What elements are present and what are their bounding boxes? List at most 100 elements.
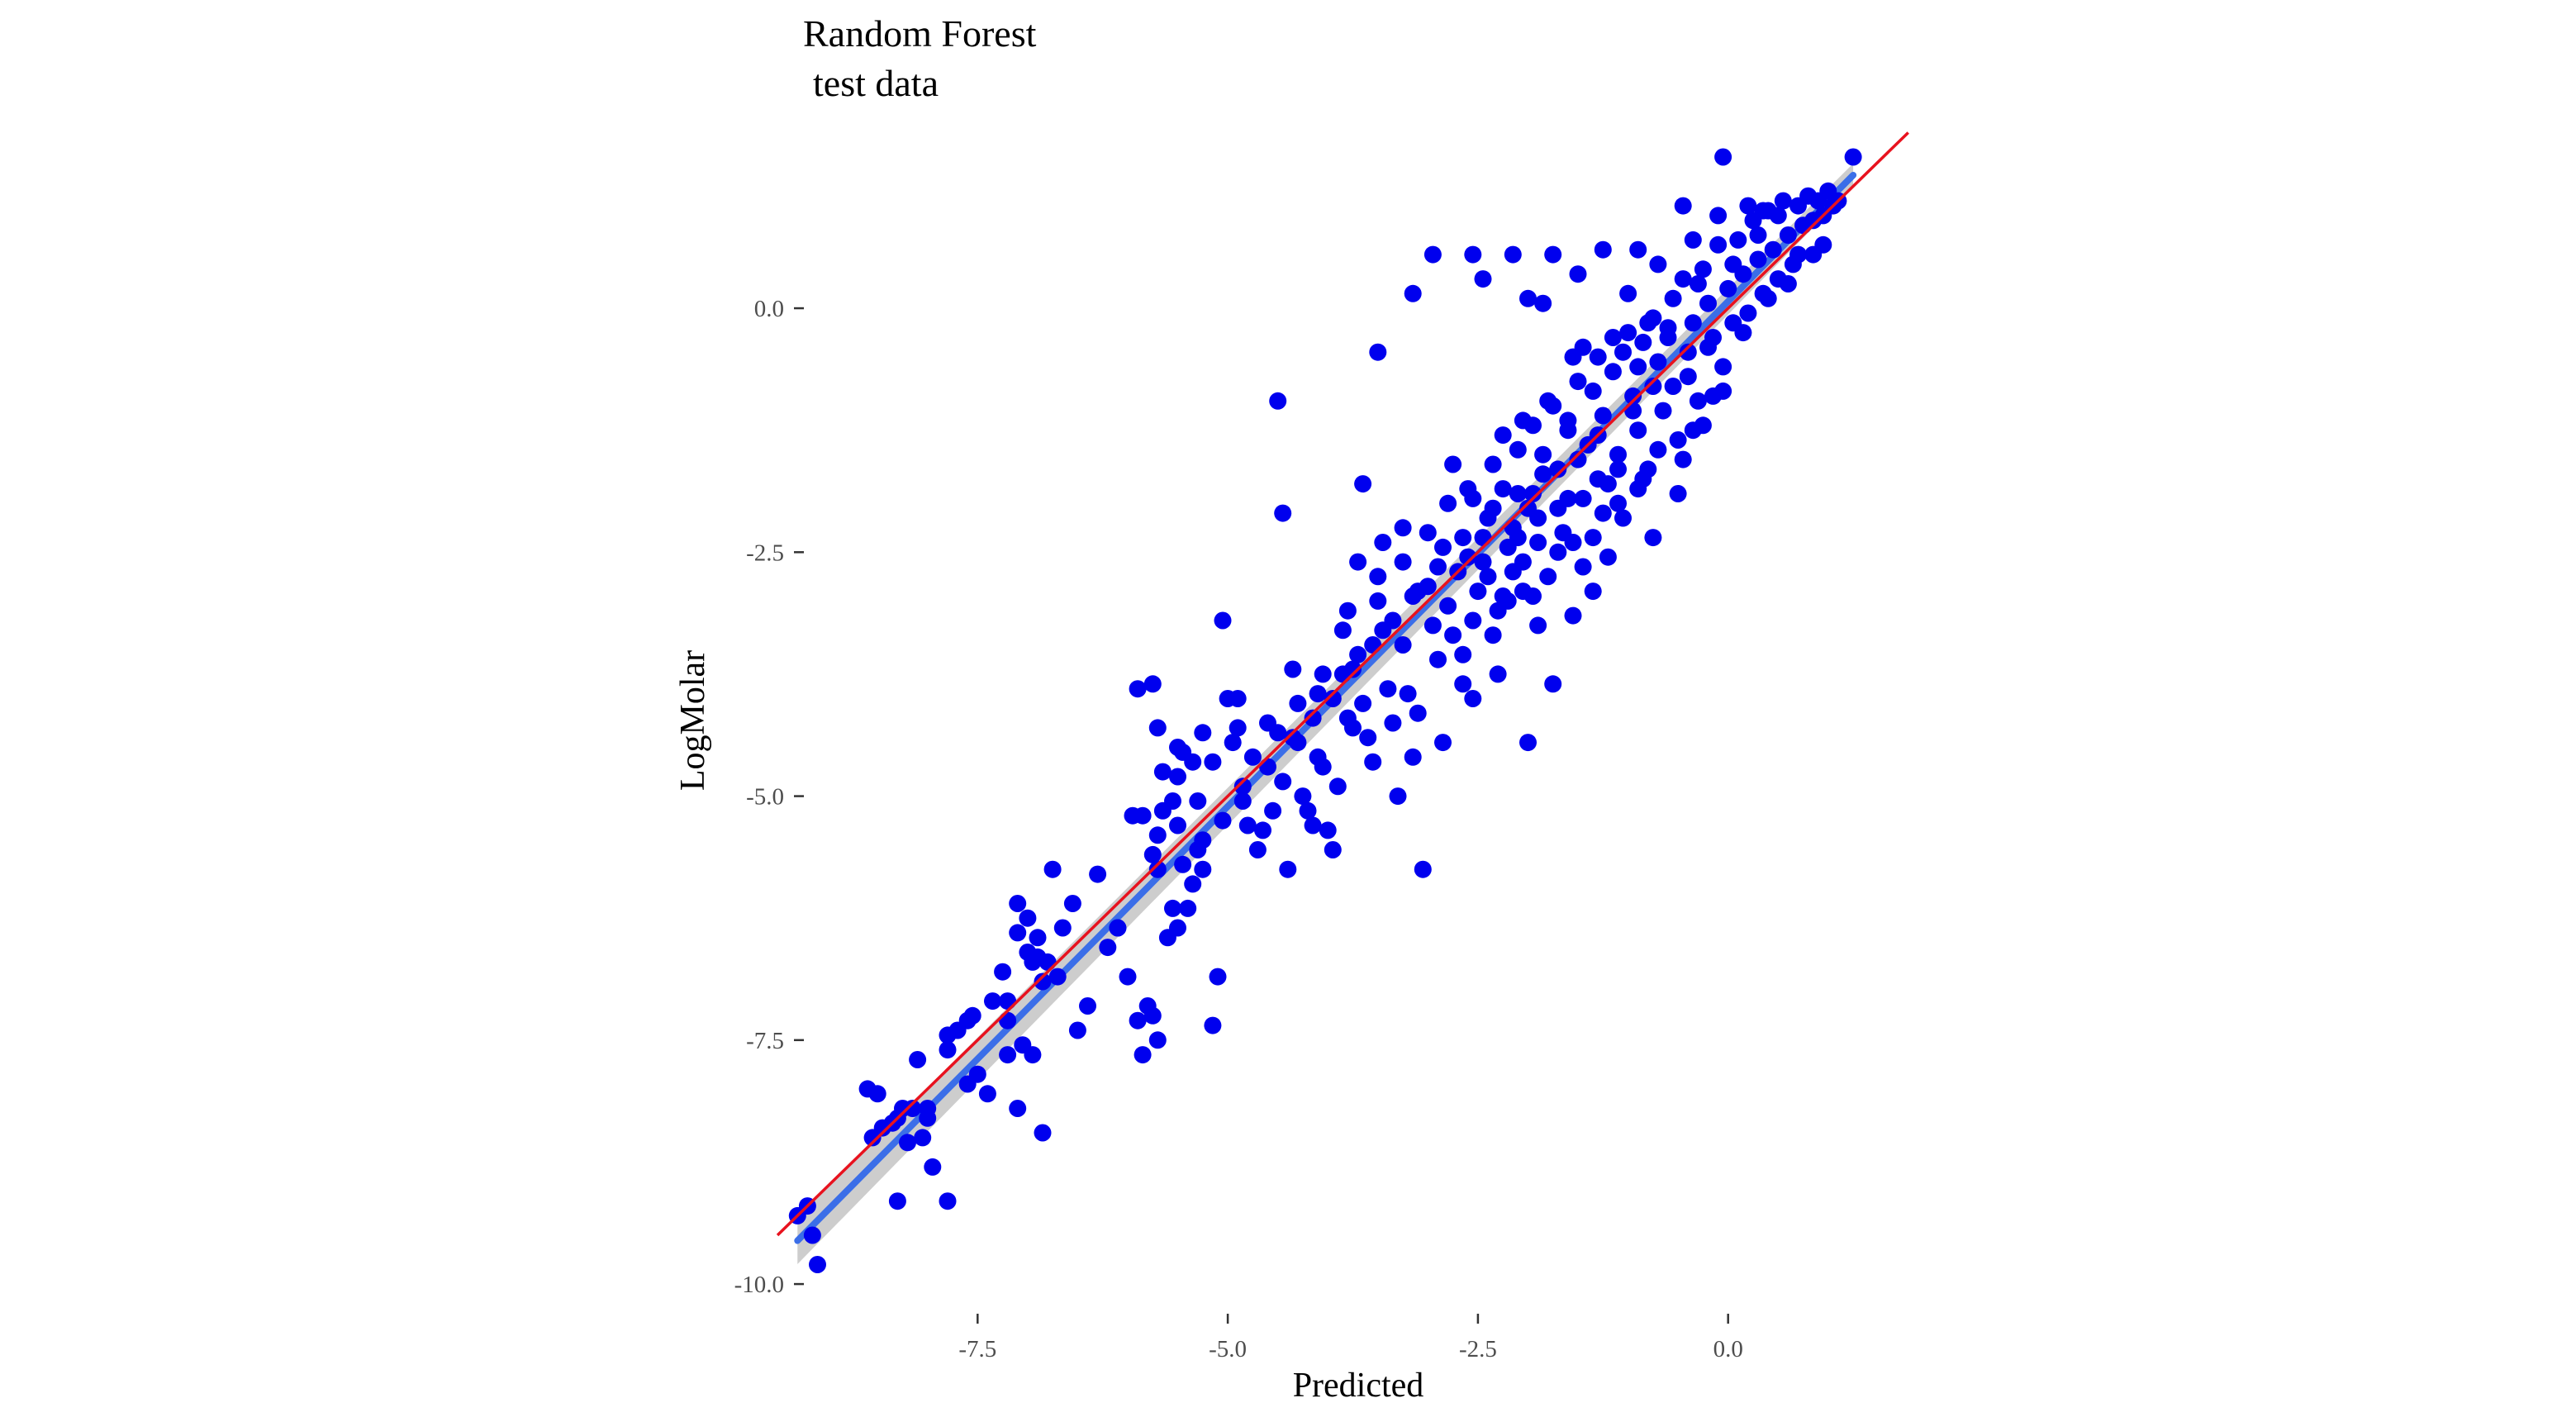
data-point <box>1019 909 1037 927</box>
identity-layer <box>776 131 1909 1237</box>
data-point <box>1224 734 1242 752</box>
data-point <box>1369 568 1387 586</box>
data-point <box>1569 450 1587 468</box>
data-point <box>1423 245 1442 264</box>
data-point <box>1494 426 1512 445</box>
data-points <box>788 148 1862 1273</box>
data-point <box>939 1041 957 1059</box>
data-point <box>1474 270 1492 288</box>
data-point <box>1274 504 1292 522</box>
data-point <box>1614 343 1632 361</box>
data-point <box>1024 953 1042 971</box>
y-axis-title: LogMolar <box>674 650 712 791</box>
data-point <box>1233 792 1252 810</box>
x-tick-label: -2.5 <box>1459 1336 1497 1362</box>
data-point <box>958 1075 977 1093</box>
data-point <box>1099 939 1117 957</box>
data-point <box>1714 358 1732 376</box>
data-point <box>1189 792 1207 810</box>
data-point <box>1684 421 1702 440</box>
x-axis-title: Predicted <box>1293 1367 1424 1405</box>
data-point <box>1284 729 1302 747</box>
data-point <box>1374 534 1392 551</box>
data-point <box>1534 465 1552 483</box>
data-point <box>1739 197 1757 215</box>
data-point <box>1324 841 1342 858</box>
data-point <box>1259 758 1276 776</box>
data-point <box>1009 924 1027 942</box>
data-point <box>1754 202 1772 220</box>
data-point <box>1229 690 1247 707</box>
data-point <box>1169 739 1186 756</box>
data-point <box>1309 685 1327 703</box>
identity-line <box>776 131 1909 1237</box>
data-point <box>1694 260 1712 278</box>
data-point <box>1574 489 1592 507</box>
data-point <box>1384 611 1402 630</box>
data-point <box>1599 548 1617 566</box>
data-point <box>1409 704 1427 722</box>
data-point <box>1454 645 1472 663</box>
data-point <box>1624 402 1642 420</box>
data-point <box>1574 558 1592 576</box>
data-point <box>1529 509 1547 527</box>
data-point <box>1604 329 1622 346</box>
data-point <box>1704 387 1722 405</box>
data-point <box>1464 690 1482 707</box>
data-point <box>1509 485 1527 502</box>
data-point <box>1338 602 1357 620</box>
data-point <box>1029 929 1047 947</box>
data-point <box>1564 534 1582 551</box>
data-point <box>1539 568 1557 586</box>
data-point <box>1143 675 1162 693</box>
data-point <box>1524 587 1542 605</box>
data-point <box>1404 284 1422 302</box>
x-axis: -7.5 -5.0 -2.5 0.0 <box>958 1314 1743 1362</box>
data-point <box>1494 480 1512 498</box>
data-point <box>1494 587 1512 605</box>
data-point <box>1384 714 1402 732</box>
data-point <box>1654 402 1672 420</box>
data-point <box>1609 494 1627 512</box>
data-point <box>984 992 1001 1010</box>
data-point <box>1204 753 1222 771</box>
data-point <box>1024 1046 1042 1064</box>
data-point <box>1299 801 1317 820</box>
data-point <box>1304 709 1322 727</box>
data-point <box>999 992 1017 1010</box>
data-point <box>1764 240 1782 259</box>
data-point <box>1549 499 1567 517</box>
data-point <box>1344 719 1362 737</box>
chart-subtitle: test data <box>813 62 939 104</box>
data-point <box>1333 621 1352 640</box>
y-tick-label: -2.5 <box>746 540 784 566</box>
data-point <box>1594 407 1612 425</box>
data-point <box>1389 787 1407 806</box>
x-tick-label: -7.5 <box>958 1336 996 1362</box>
data-point <box>939 1192 957 1210</box>
data-point <box>1604 363 1622 381</box>
data-point <box>1254 821 1271 839</box>
data-point <box>1529 616 1547 635</box>
data-point <box>1669 431 1687 449</box>
y-tick-label: -5.0 <box>746 784 784 811</box>
data-point <box>1148 719 1167 737</box>
data-point <box>1238 816 1257 835</box>
data-point <box>1479 509 1497 527</box>
data-point <box>899 1134 916 1152</box>
data-point <box>1534 294 1552 312</box>
data-point <box>1614 509 1632 527</box>
data-point <box>1164 792 1181 810</box>
data-point <box>1699 294 1717 312</box>
data-point <box>1759 289 1777 307</box>
data-point <box>1214 611 1232 630</box>
data-point <box>1469 582 1487 601</box>
data-point <box>1264 801 1282 820</box>
data-point <box>1394 636 1412 654</box>
data-point <box>1379 680 1397 698</box>
data-point <box>1629 240 1647 259</box>
fit-line <box>794 171 1857 1244</box>
data-point <box>1414 860 1432 878</box>
data-point <box>1774 192 1792 210</box>
data-point <box>1043 860 1062 878</box>
